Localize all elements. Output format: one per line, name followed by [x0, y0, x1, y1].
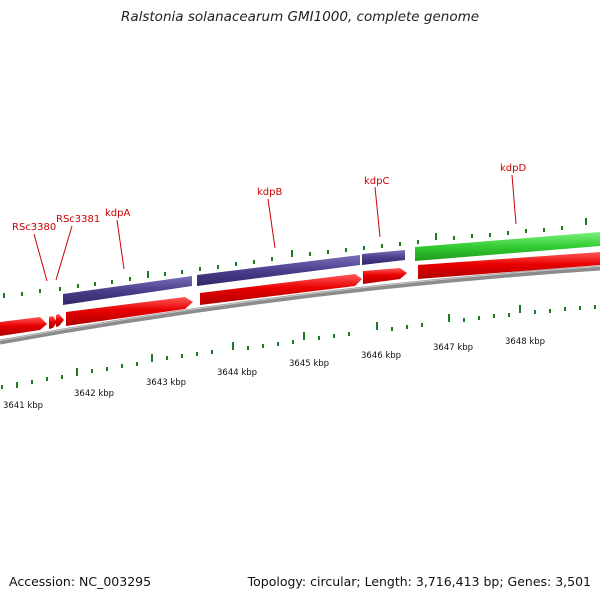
- gene-label-kdpA: kdpA: [105, 208, 130, 219]
- kbp-label-3644: 3644 kbp: [217, 368, 257, 378]
- gene-label-kdpD: kdpD: [500, 163, 526, 174]
- forward-gene-4[interactable]: [418, 252, 600, 279]
- RSc3381-gene[interactable]: [56, 314, 64, 327]
- RSc3380-gene[interactable]: [49, 316, 57, 329]
- kbp-label-3646: 3646 kbp: [361, 351, 401, 361]
- gene-label-RSc3380: RSc3380: [12, 222, 56, 233]
- forward-gene-2[interactable]: [200, 274, 362, 305]
- genome-backbone: [0, 265, 600, 345]
- RSc3379-gene[interactable]: [0, 317, 47, 336]
- gene-label-leaders: [33, 174, 517, 282]
- kdpB-gene[interactable]: [197, 255, 360, 286]
- kdpD-gene[interactable]: [415, 232, 600, 261]
- kbp-label-3642: 3642 kbp: [74, 389, 114, 399]
- map-title: Ralstonia solanacearum GMI1000, complete…: [120, 9, 480, 25]
- gene-label-kdpB: kdpB: [257, 187, 282, 198]
- kbp-label-3641: 3641 kbp: [3, 401, 43, 411]
- tick-row-upper: [3, 218, 587, 298]
- gene-label-kdpC: kdpC: [364, 176, 389, 187]
- tick-row-lower: [1, 305, 596, 389]
- genome-backbone-highlight: [0, 266, 600, 341]
- kbp-label-3648: 3648 kbp: [505, 337, 545, 347]
- kdpC-gene[interactable]: [362, 250, 405, 265]
- kbp-label-3647: 3647 kbp: [433, 343, 473, 353]
- kbp-label-3645: 3645 kbp: [289, 359, 329, 369]
- kdpA-gene[interactable]: [63, 276, 192, 305]
- gene-label-RSc3381: RSc3381: [56, 214, 100, 225]
- genome-summary-text: Topology: circular; Length: 3,716,413 bp…: [247, 574, 591, 589]
- forward-gene-1[interactable]: [66, 297, 193, 326]
- forward-gene-3[interactable]: [363, 268, 407, 284]
- kbp-label-3643: 3643 kbp: [146, 378, 186, 388]
- accession-text: Accession: NC_003295: [9, 574, 152, 589]
